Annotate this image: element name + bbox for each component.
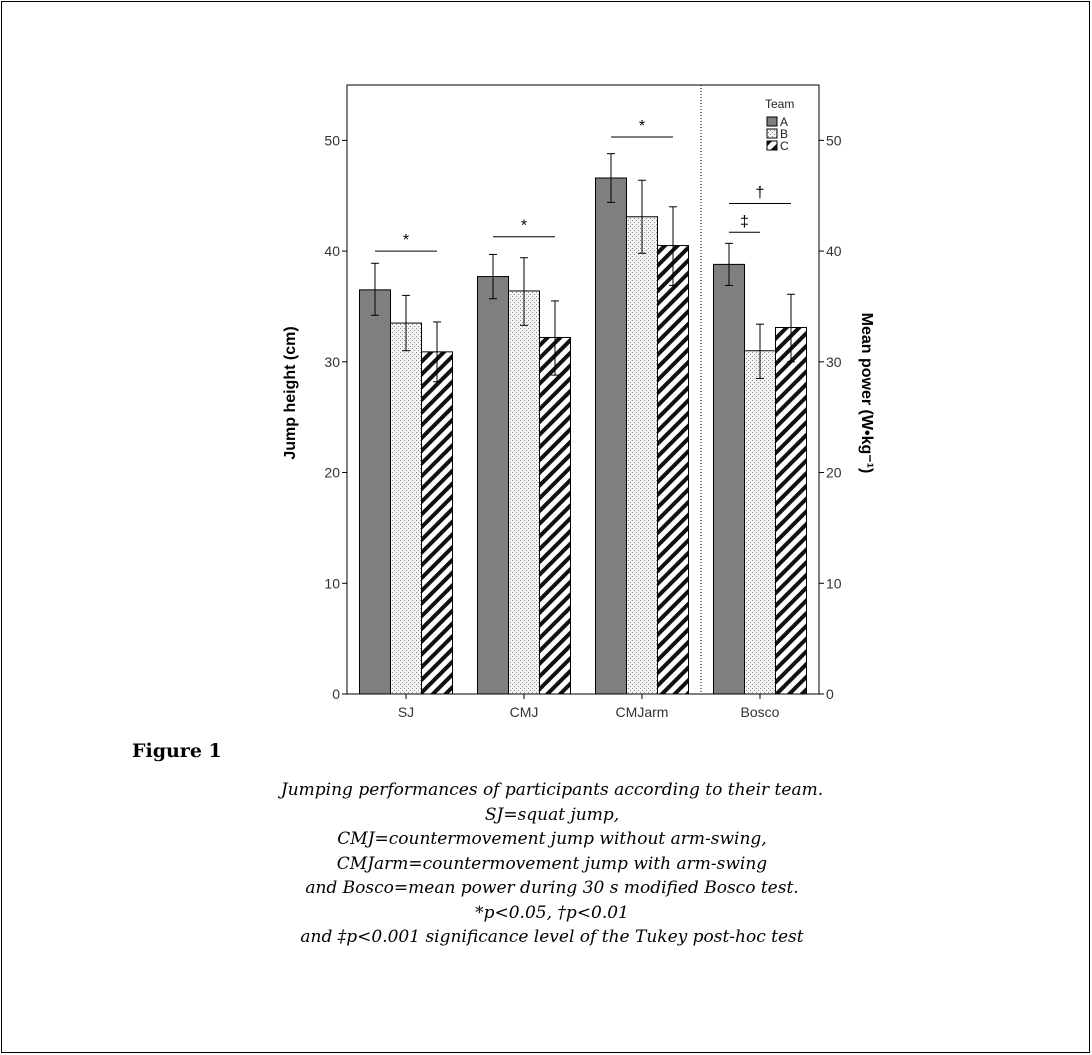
y2-tick-label: 20 — [826, 465, 842, 481]
error-bar — [607, 153, 615, 203]
y-tick-label: 40 — [324, 243, 340, 259]
y-tick-label: 0 — [332, 686, 340, 702]
x-tick-label: CMJarm — [616, 704, 669, 720]
error-bar — [520, 257, 528, 326]
caption-line: and ‡p<0.001 significance level of the T… — [300, 927, 804, 947]
bar-cmj-a — [477, 276, 509, 695]
y2-tick-label: 10 — [826, 575, 842, 591]
error-bar — [489, 253, 497, 300]
bar-sj-a — [359, 289, 391, 695]
error-bar — [787, 293, 795, 363]
legend: Team ABC — [765, 97, 794, 153]
legend-swatch-c — [766, 140, 778, 151]
figure-label: Figure 1 — [132, 740, 222, 762]
y2-tick-label: 50 — [826, 132, 842, 148]
error-bar — [433, 321, 441, 383]
legend-label-c: C — [780, 139, 789, 153]
error-bar — [371, 262, 379, 316]
y2-axis-title: Mean power (W•kg⁻¹) — [858, 313, 875, 474]
bars-group — [359, 177, 807, 695]
significance-group: * * * † ‡ — [375, 118, 791, 252]
bar-sj-b — [390, 322, 422, 695]
x-tick-label: CMJ — [510, 704, 539, 720]
significance-symbol: ‡ — [740, 213, 749, 230]
bar-bosco-c — [775, 326, 807, 695]
legend-swatch-b — [766, 128, 778, 139]
x-tick-label: SJ — [398, 704, 414, 720]
y-axis-title: Jump height (cm) — [282, 326, 299, 459]
bar-bosco-a — [713, 263, 745, 695]
significance-marker: * — [375, 232, 437, 252]
caption-line: CMJarm=countermovement jump with arm-swi… — [336, 853, 768, 874]
y2-tick-label: 40 — [826, 243, 842, 259]
axes-group: 0 0 10 10 20 20 30 30 40 40 50 50 SJ CMJ CMJarm Bosco — [324, 132, 841, 720]
bar-cmjarm-b — [626, 216, 658, 695]
y2-tick-label: 0 — [826, 686, 834, 702]
significance-marker: * — [611, 118, 673, 138]
error-bar — [638, 179, 646, 254]
error-bar — [669, 206, 677, 286]
x-tick-label: Bosco — [741, 704, 780, 720]
bar-cmjarm-a — [595, 177, 627, 695]
error-bar — [402, 294, 410, 352]
significance-marker: † — [729, 184, 791, 204]
legend-swatch-a — [766, 116, 778, 127]
legend-label-a: A — [780, 115, 788, 129]
significance-symbol: * — [639, 118, 645, 135]
legend-title: Team — [765, 97, 794, 111]
caption-line: *p<0.05, †p<0.01 — [475, 902, 629, 923]
legend-label-b: B — [780, 127, 788, 141]
caption-line: SJ=squat jump, — [484, 804, 620, 825]
significance-symbol: * — [521, 218, 527, 235]
y-tick-label: 30 — [324, 354, 340, 370]
error-bar — [725, 242, 733, 286]
significance-marker: ‡ — [729, 213, 760, 233]
significance-symbol: † — [756, 184, 765, 201]
bar-cmjarm-c — [657, 245, 689, 695]
caption-line: CMJ=countermovement jump without arm-swi… — [337, 829, 767, 849]
y-tick-label: 50 — [324, 132, 340, 148]
bar-sj-c — [421, 351, 453, 695]
figure-caption: Jumping performances of participants acc… — [142, 778, 962, 950]
caption-line: and Bosco=mean power during 30 s modifie… — [305, 878, 799, 898]
bar-cmj-c — [539, 336, 571, 695]
error-bar — [756, 323, 764, 379]
y2-tick-label: 30 — [826, 354, 842, 370]
y-tick-label: 10 — [324, 575, 340, 591]
error-bar — [551, 300, 559, 376]
significance-marker: * — [493, 218, 555, 238]
bar-bosco-b — [744, 350, 776, 695]
error-bars-group — [371, 153, 795, 383]
bar-cmj-b — [508, 290, 540, 695]
y-tick-label: 20 — [324, 465, 340, 481]
caption-line: Jumping performances of participants acc… — [280, 780, 824, 800]
bar-chart: 0 0 10 10 20 20 30 30 40 40 50 50 SJ CMJ CMJarm Bosco *… — [282, 84, 875, 720]
significance-symbol: * — [403, 232, 409, 249]
